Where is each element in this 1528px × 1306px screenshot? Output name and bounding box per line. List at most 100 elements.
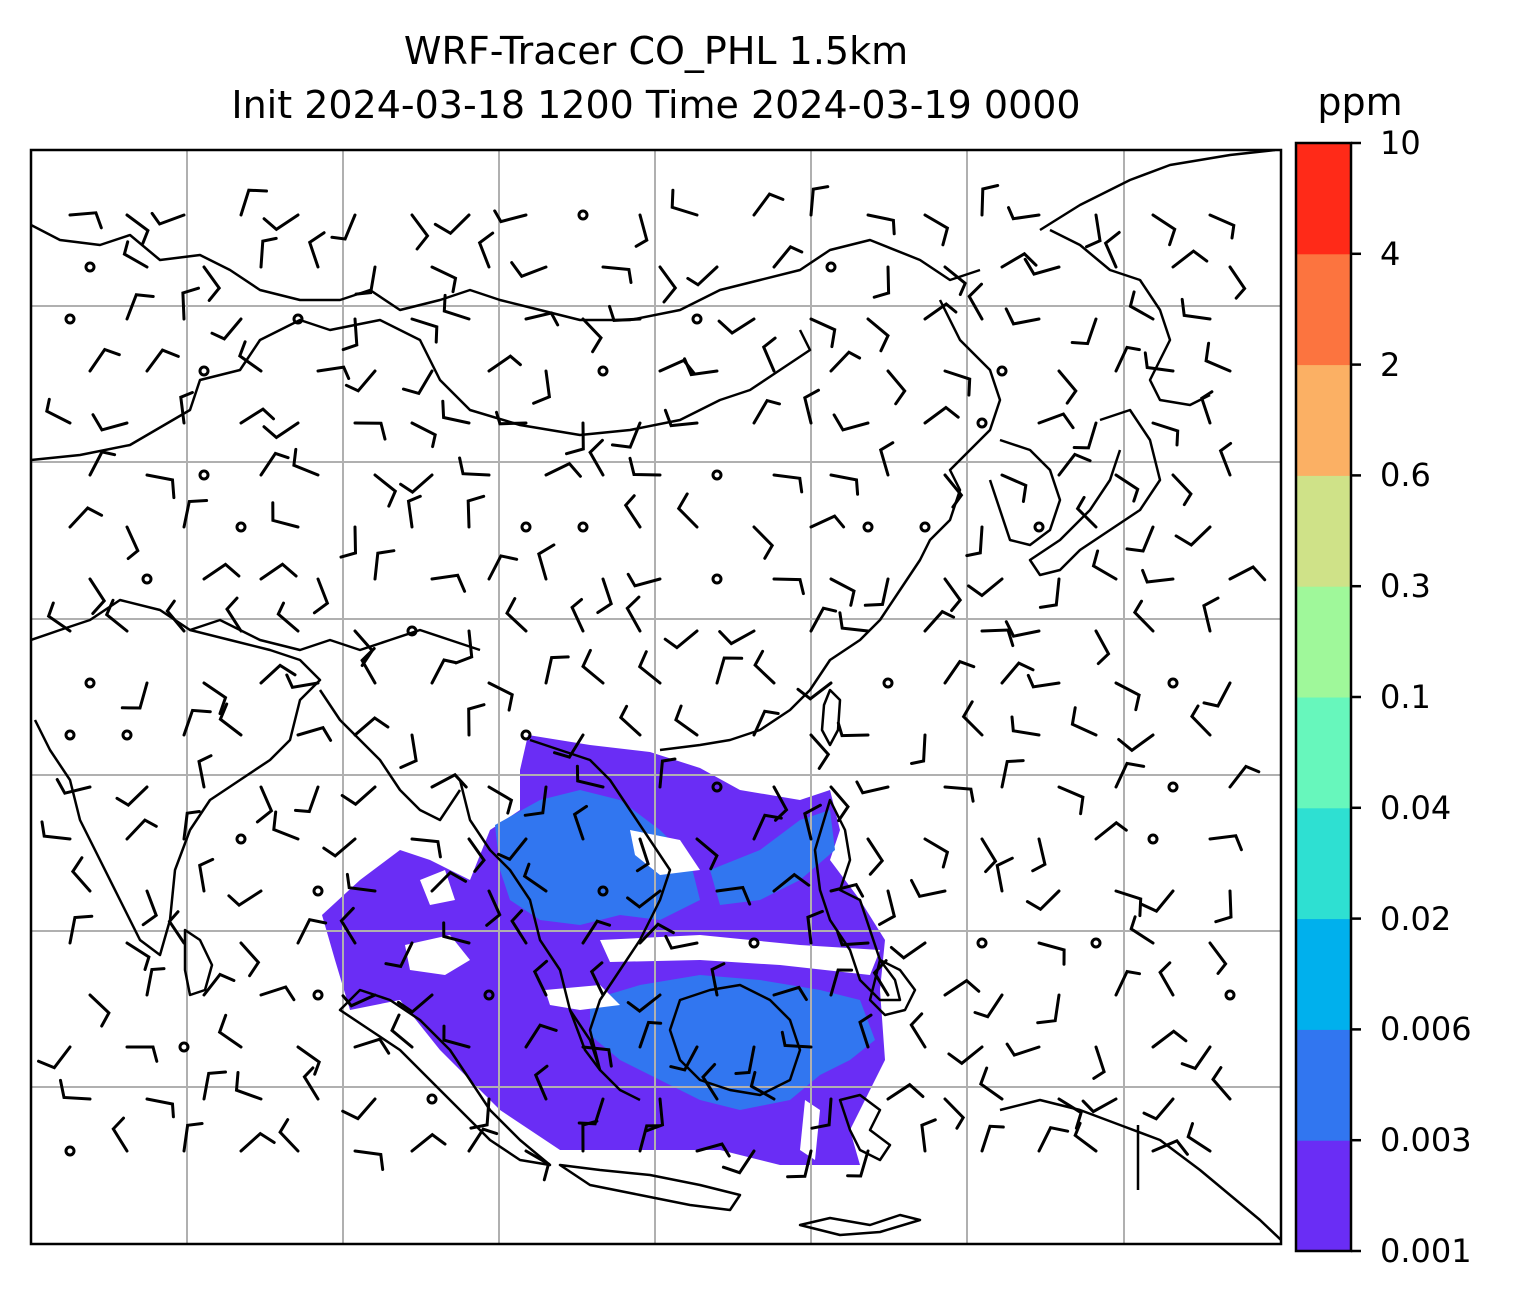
- wind-barb: [1057, 369, 1078, 405]
- wind-barb: [553, 733, 585, 759]
- wind-barb: [430, 265, 458, 294]
- wind-barb: [485, 889, 502, 927]
- wind-barb: [344, 369, 377, 393]
- wind-barb: [202, 1070, 227, 1101]
- coastline-sulawesi: [838, 1093, 892, 1162]
- wind-barb: [1038, 577, 1061, 609]
- wind-barb: [399, 733, 418, 769]
- wind-barb: [505, 597, 528, 633]
- wind-barb: [182, 708, 212, 737]
- wind-barb: [923, 302, 958, 321]
- wind-barb: [588, 438, 605, 477]
- wind-barb: [829, 473, 860, 496]
- wind-barb: [430, 573, 467, 593]
- wind-barb: [715, 656, 744, 685]
- wind-barb: [717, 317, 756, 335]
- wind-barb: [145, 473, 176, 500]
- wind-barb: [753, 649, 776, 685]
- wind-barb: [973, 993, 1004, 1019]
- map-frame: [29, 148, 1283, 1246]
- wind-barb: [339, 906, 357, 945]
- wind-barb: [442, 293, 471, 321]
- wind-barb: [430, 658, 458, 685]
- wind-barb: [532, 959, 549, 997]
- wind-barb: [181, 286, 200, 321]
- wind-barb: [467, 703, 486, 737]
- wind-barb: [943, 473, 964, 509]
- wind-barb: [410, 317, 439, 344]
- wind-barb: [399, 473, 434, 494]
- calm-wind-marker: [1167, 677, 1179, 689]
- wind-barb: [1208, 834, 1243, 852]
- wind-barb: [510, 261, 548, 279]
- wind-barb: [1114, 969, 1141, 997]
- wind-barb: [360, 647, 377, 685]
- colorbar-segment: [1296, 807, 1351, 920]
- wind-barb: [1114, 345, 1141, 373]
- wind-barb: [658, 265, 678, 304]
- border-central-asia: [31, 223, 981, 322]
- calm-wind-marker: [426, 1093, 438, 1105]
- wind-barb: [218, 702, 243, 737]
- wind-barb: [296, 725, 333, 742]
- wind-barb: [1037, 941, 1066, 966]
- wind-barb: [886, 1082, 925, 1101]
- wind-barb: [141, 889, 159, 927]
- wind-barb: [234, 1071, 263, 1101]
- wind-barb: [846, 1149, 870, 1178]
- wind-barb: [806, 909, 824, 945]
- wind-barb: [150, 211, 186, 226]
- wind-barb: [353, 1037, 391, 1055]
- wind-barb: [1010, 715, 1041, 737]
- wind-barb: [430, 870, 468, 893]
- wind-barb: [373, 473, 398, 508]
- wind-barb: [575, 764, 605, 789]
- calm-wind-marker: [520, 729, 532, 741]
- wind-barb: [312, 577, 330, 615]
- wind-barb: [978, 1066, 1004, 1101]
- calm-wind-marker: [711, 573, 723, 585]
- wind-barb: [829, 785, 850, 823]
- wind-barb: [601, 265, 633, 284]
- colorbar-tick-label: 0.6: [1380, 456, 1431, 495]
- wind-barb: [91, 413, 129, 432]
- wind-barb: [581, 919, 612, 945]
- wind-barb: [635, 837, 650, 873]
- colorbar: [1294, 141, 1361, 1253]
- calm-wind-marker: [312, 989, 324, 1001]
- plume-inner-field: [590, 975, 875, 1110]
- wind-barb: [965, 525, 984, 558]
- wind-barb: [752, 398, 781, 425]
- wind-barb: [638, 1020, 663, 1049]
- wind-barb: [752, 709, 780, 737]
- wind-barb: [302, 1066, 320, 1101]
- wind-barb: [838, 611, 870, 633]
- wind-barb: [68, 914, 94, 945]
- calm-wind-marker: [1224, 989, 1236, 1001]
- calm-wind-marker: [292, 313, 304, 325]
- wind-barb: [1228, 764, 1261, 789]
- wind-barb: [809, 317, 837, 349]
- wind-barb: [947, 1045, 984, 1066]
- wind-barb: [340, 785, 377, 807]
- calm-wind-marker: [64, 313, 76, 325]
- wind-barb: [1208, 941, 1228, 975]
- wind-barb: [829, 577, 856, 607]
- colorbar-segment: [1296, 697, 1351, 809]
- colorbar-tick-label: 0.006: [1380, 1010, 1472, 1049]
- wind-barb: [943, 785, 975, 803]
- wind-barb: [809, 733, 831, 770]
- wind-barb: [104, 598, 129, 633]
- wind-barb: [239, 407, 275, 425]
- coastline-malay: [568, 1009, 641, 1102]
- wind-barb: [910, 733, 927, 765]
- wind-barb: [1037, 412, 1075, 430]
- coastline-korea: [988, 438, 1062, 547]
- wind-barb: [1070, 317, 1098, 346]
- wind-barb: [125, 293, 155, 321]
- wind-barb: [695, 1142, 731, 1158]
- wind-barb: [227, 889, 263, 907]
- wind-barb: [37, 1045, 72, 1070]
- wind-barb: [1141, 568, 1175, 584]
- coastline-russia-far-east: [1039, 150, 1276, 407]
